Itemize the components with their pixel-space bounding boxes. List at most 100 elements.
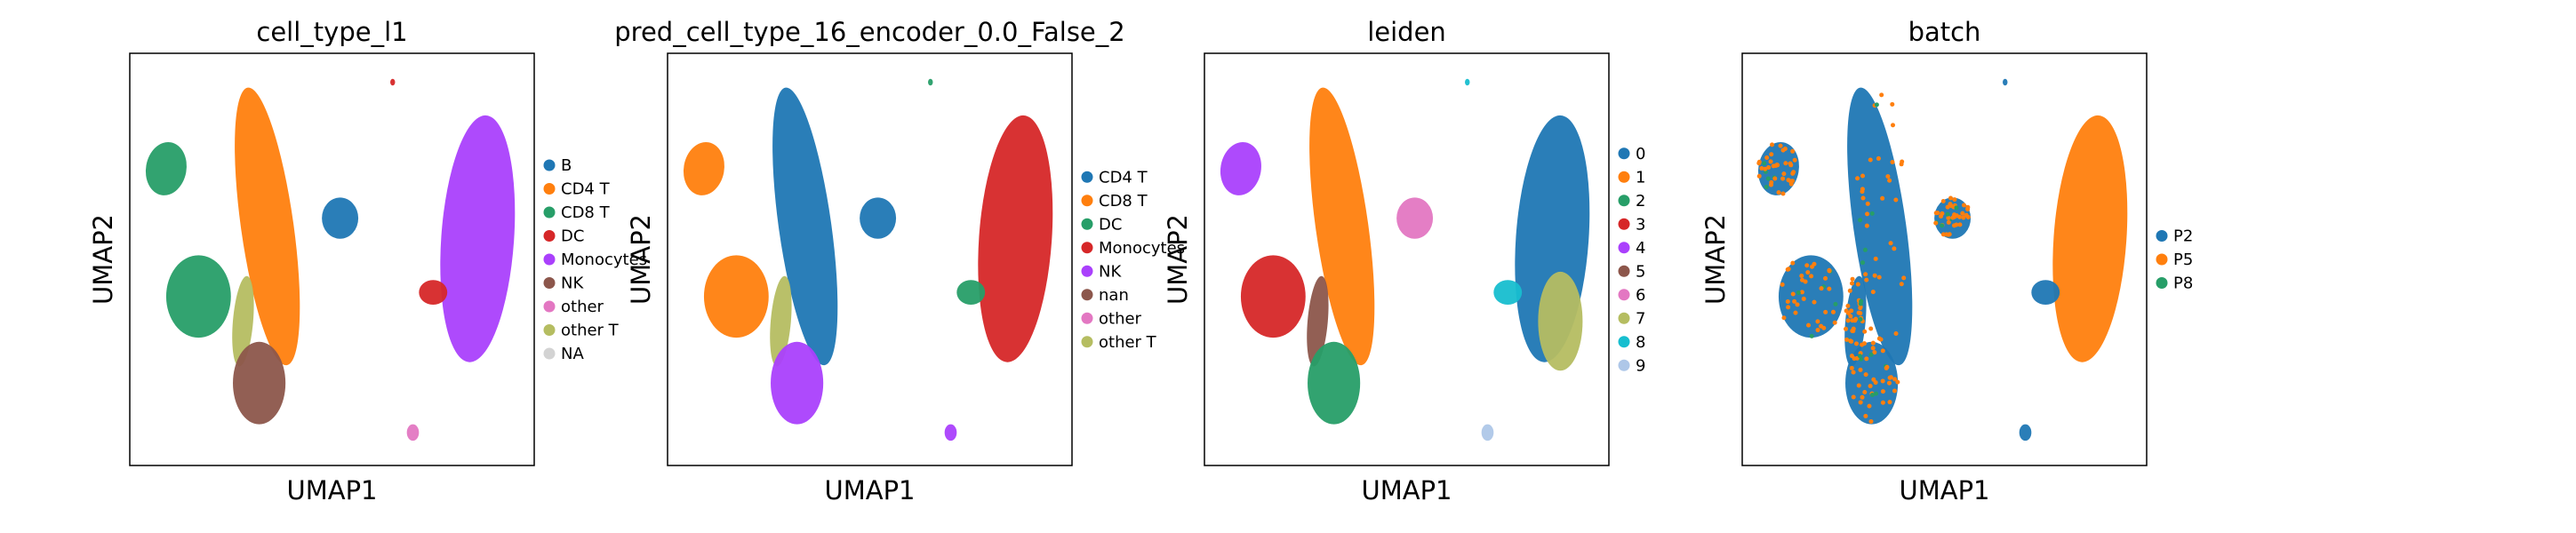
batch-speckle — [1845, 303, 1851, 308]
batch-speckle — [1961, 203, 1966, 208]
batch-speckle — [1946, 215, 1951, 220]
cluster-p2 — [2019, 424, 2032, 442]
legend-marker — [543, 159, 556, 171]
plot-frame — [129, 52, 535, 466]
batch-speckle — [1781, 171, 1787, 177]
batch-speckle — [1853, 316, 1859, 322]
batch-speckle — [1945, 204, 1950, 210]
batch-speckle — [1888, 241, 1893, 246]
cluster-cd4-t — [772, 87, 838, 366]
batch-speckle — [1815, 319, 1820, 324]
batch-speckle — [1773, 163, 1779, 168]
batch-speckle — [1863, 372, 1868, 378]
batch-speckle — [1893, 331, 1899, 337]
legend-marker — [1618, 336, 1630, 348]
batch-speckle — [1858, 316, 1863, 322]
legend-marker — [1081, 336, 1093, 348]
batch-speckle — [1768, 159, 1773, 164]
legend-marker — [543, 206, 556, 219]
batch-speckle — [1868, 418, 1874, 424]
cluster-2 — [1308, 341, 1361, 425]
batch-speckle — [1804, 263, 1810, 268]
batch-speckle — [1964, 212, 1969, 218]
cluster-p2 — [2003, 78, 2008, 86]
cluster-cd8-t — [165, 255, 231, 338]
legend-label: 6 — [1636, 286, 1645, 305]
batch-speckle — [1823, 309, 1828, 314]
batch-speckle — [1786, 305, 1791, 310]
legend-label: 1 — [1636, 168, 1645, 187]
cluster-group — [683, 78, 1053, 442]
batch-speckle — [1762, 161, 1767, 166]
batch-speckle — [1952, 197, 1957, 203]
batch-speckle — [1772, 176, 1778, 181]
batch-speckle — [1801, 296, 1806, 301]
legend-label: CD4 T — [561, 180, 611, 199]
legend-marker — [543, 324, 556, 336]
batch-speckle — [1844, 337, 1850, 342]
cluster-cd4-t — [235, 87, 300, 366]
legend: P2 P5 P8 — [2156, 227, 2193, 293]
batch-speckle — [1940, 232, 1946, 237]
batch-speckle — [1874, 102, 1879, 107]
batch-speckle — [1876, 336, 1882, 341]
batch-speckle — [1960, 211, 1965, 216]
batch-speckle — [1856, 383, 1861, 388]
batch-speckle — [1780, 282, 1785, 287]
cluster-dc — [419, 280, 448, 306]
batch-speckle — [1947, 232, 1952, 237]
batch-speckle — [1870, 340, 1876, 346]
batch-speckle — [1780, 191, 1786, 196]
batch-speckle — [1765, 176, 1771, 181]
cluster-dc — [928, 78, 933, 86]
cluster-nk — [944, 424, 957, 442]
batch-speckle — [1769, 152, 1774, 157]
batch-speckle — [1862, 329, 1868, 334]
batch-speckle — [1764, 185, 1769, 190]
legend-marker — [1081, 265, 1093, 277]
batch-speckle — [1869, 393, 1875, 398]
legend: B CD4 T CD8 T DC Monocytes NK other other T NA — [543, 156, 647, 363]
batch-speckle — [1848, 338, 1853, 344]
cluster-nk — [771, 341, 824, 425]
cluster-other — [406, 424, 420, 442]
batch-speckle — [1790, 171, 1796, 176]
batch-speckle — [1793, 310, 1798, 315]
batch-speckle — [1809, 274, 1814, 279]
batch-speckle — [1862, 389, 1868, 394]
batch-speckle — [1887, 400, 1892, 405]
batch-speckle — [1880, 378, 1885, 384]
legend-label: NA — [561, 345, 584, 363]
batch-speckle — [1756, 161, 1762, 166]
cluster-8 — [1493, 280, 1523, 306]
legend-marker — [1618, 218, 1630, 230]
batch-speckle — [1860, 187, 1865, 192]
batch-speckle — [1857, 354, 1862, 359]
cluster-nk — [233, 341, 286, 425]
batch-speckle — [1844, 308, 1849, 314]
batch-speckle — [1796, 290, 1801, 296]
batch-speckle — [1860, 195, 1866, 201]
y-axis-label: UMAP2 — [626, 214, 656, 305]
legend-label: 7 — [1636, 309, 1645, 328]
x-axis-label: UMAP1 — [1361, 475, 1452, 505]
batch-speckle — [1945, 211, 1950, 217]
legend-label: 4 — [1636, 239, 1645, 258]
legend-label: 9 — [1636, 356, 1645, 375]
batch-speckle — [1892, 377, 1898, 382]
cluster-6 — [1396, 197, 1434, 239]
legend-label: P5 — [2173, 251, 2193, 269]
batch-speckle — [1952, 223, 1957, 228]
batch-speckle — [1868, 326, 1874, 331]
batch-speckle — [1946, 219, 1951, 225]
cluster-1 — [1309, 87, 1375, 366]
legend-marker — [1618, 312, 1630, 324]
cluster-p2 — [2031, 280, 2060, 306]
batch-speckle — [1860, 173, 1866, 179]
batch-speckle — [1876, 155, 1881, 161]
batch-speckle — [1799, 290, 1804, 295]
cluster-5 — [1307, 275, 1329, 367]
umap-panel-1: cell_type_l1 UMAP1 UMAP2 B CD4 T CD8 T DC Monoc… — [88, 17, 647, 505]
batch-speckle — [1855, 176, 1860, 181]
